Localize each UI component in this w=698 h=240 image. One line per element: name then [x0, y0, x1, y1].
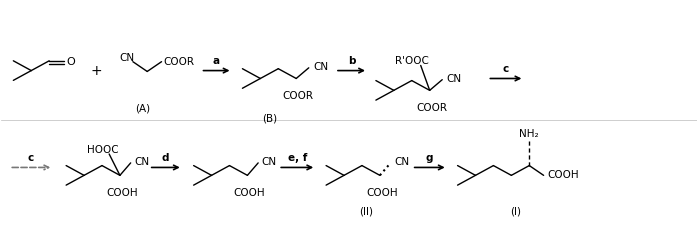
Text: O: O	[66, 57, 75, 67]
Text: COOR: COOR	[283, 91, 313, 101]
Text: e, f: e, f	[288, 153, 307, 162]
Text: CN: CN	[447, 74, 462, 84]
Text: COOR: COOR	[163, 57, 195, 67]
Text: (I): (I)	[510, 207, 521, 217]
Text: COOH: COOH	[548, 170, 579, 180]
Text: R'OOC: R'OOC	[395, 56, 429, 66]
Text: CN: CN	[262, 157, 276, 167]
Text: +: +	[90, 64, 102, 78]
Text: CN: CN	[119, 53, 134, 63]
Text: (A): (A)	[135, 103, 150, 113]
Text: g: g	[426, 153, 433, 162]
Text: CN: CN	[394, 157, 409, 167]
Text: a: a	[213, 56, 220, 66]
Text: c: c	[27, 153, 34, 162]
Text: (II): (II)	[359, 207, 373, 217]
Text: COOR: COOR	[416, 103, 447, 113]
Text: CN: CN	[134, 157, 149, 167]
Text: b: b	[348, 56, 355, 66]
Text: HOOC: HOOC	[87, 145, 119, 155]
Text: COOH: COOH	[106, 188, 138, 198]
Text: d: d	[162, 153, 170, 162]
Text: NH₂: NH₂	[519, 129, 539, 139]
Text: COOH: COOH	[366, 188, 398, 198]
Text: CN: CN	[313, 62, 328, 72]
Text: COOH: COOH	[234, 188, 265, 198]
Text: (B): (B)	[262, 113, 277, 123]
Text: c: c	[503, 64, 509, 74]
